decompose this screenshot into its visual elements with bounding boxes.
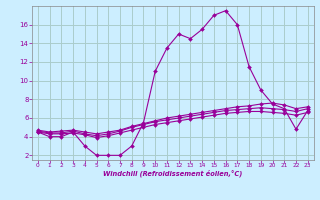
X-axis label: Windchill (Refroidissement éolien,°C): Windchill (Refroidissement éolien,°C) <box>103 170 243 177</box>
